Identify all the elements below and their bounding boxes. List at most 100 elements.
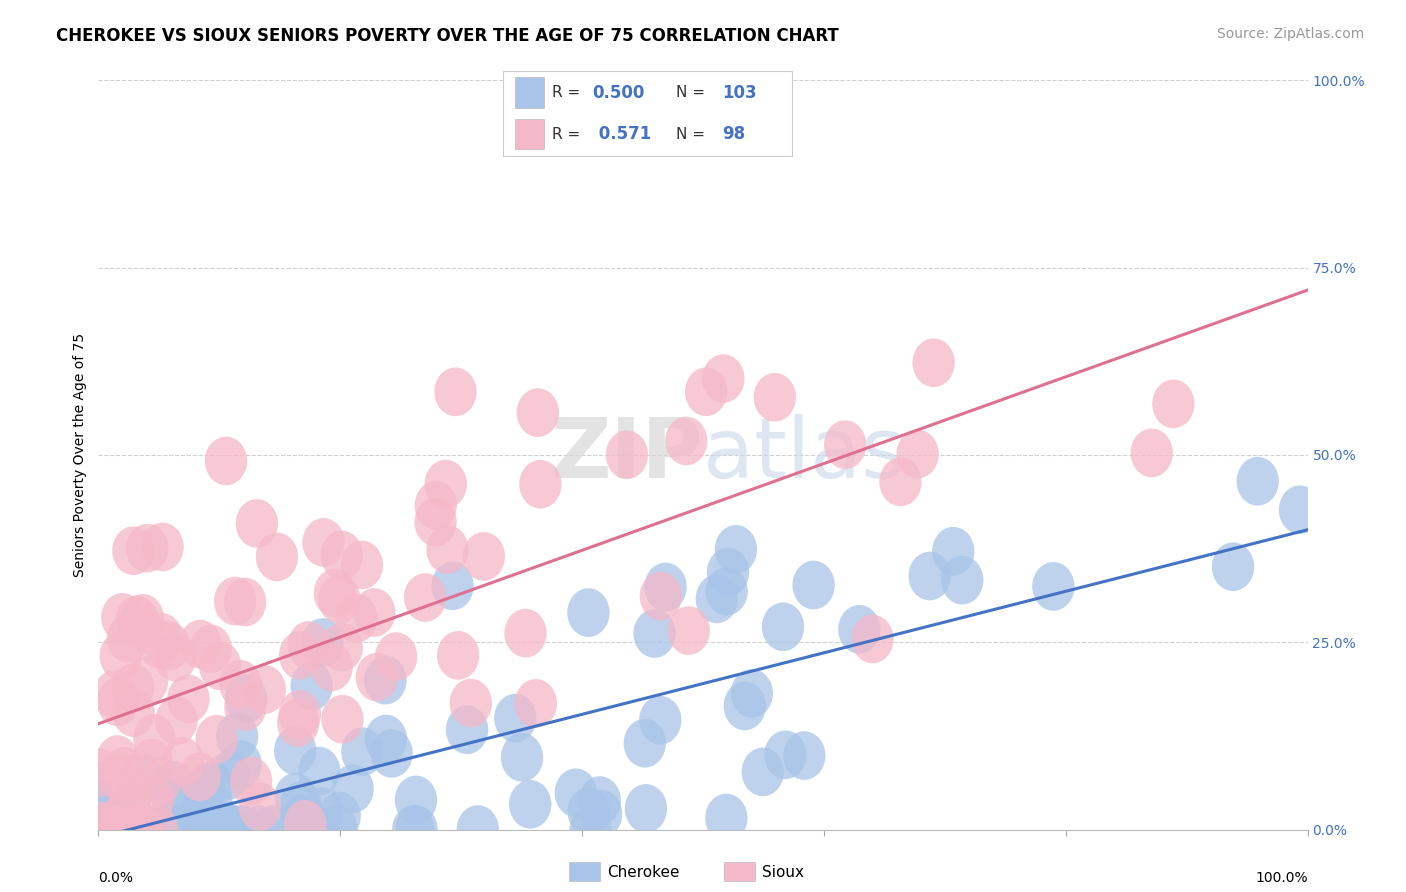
Ellipse shape bbox=[243, 665, 285, 714]
Ellipse shape bbox=[606, 430, 648, 479]
Ellipse shape bbox=[793, 561, 835, 609]
Ellipse shape bbox=[162, 805, 204, 854]
Ellipse shape bbox=[434, 368, 477, 417]
Text: 0.500: 0.500 bbox=[593, 84, 645, 102]
Ellipse shape bbox=[155, 632, 197, 681]
Ellipse shape bbox=[342, 727, 384, 776]
Ellipse shape bbox=[197, 805, 239, 854]
Ellipse shape bbox=[318, 575, 360, 624]
Ellipse shape bbox=[446, 706, 488, 754]
Ellipse shape bbox=[114, 805, 156, 854]
Ellipse shape bbox=[1153, 379, 1195, 428]
Ellipse shape bbox=[941, 556, 983, 605]
Ellipse shape bbox=[509, 780, 551, 829]
Ellipse shape bbox=[167, 674, 209, 723]
Ellipse shape bbox=[112, 664, 155, 712]
Ellipse shape bbox=[463, 532, 505, 581]
FancyBboxPatch shape bbox=[515, 78, 544, 108]
Ellipse shape bbox=[224, 682, 267, 731]
Ellipse shape bbox=[624, 784, 666, 833]
Text: 100.0%: 100.0% bbox=[1256, 871, 1308, 885]
Text: 0.0%: 0.0% bbox=[98, 871, 134, 885]
Ellipse shape bbox=[494, 694, 537, 742]
Ellipse shape bbox=[516, 388, 560, 437]
Text: 103: 103 bbox=[723, 84, 756, 102]
Text: ZIP: ZIP bbox=[551, 415, 703, 495]
Ellipse shape bbox=[152, 774, 194, 823]
Ellipse shape bbox=[908, 551, 950, 600]
Ellipse shape bbox=[321, 623, 363, 672]
Ellipse shape bbox=[665, 417, 707, 466]
Ellipse shape bbox=[879, 458, 922, 507]
Ellipse shape bbox=[554, 768, 598, 817]
Text: N =: N = bbox=[676, 85, 710, 100]
Ellipse shape bbox=[702, 354, 745, 403]
Ellipse shape bbox=[179, 752, 221, 801]
Ellipse shape bbox=[278, 631, 322, 680]
Ellipse shape bbox=[179, 620, 221, 668]
Ellipse shape bbox=[1212, 542, 1254, 591]
Ellipse shape bbox=[191, 780, 233, 830]
Y-axis label: Seniors Poverty Over the Age of 75: Seniors Poverty Over the Age of 75 bbox=[73, 333, 87, 577]
Ellipse shape bbox=[685, 368, 727, 416]
Ellipse shape bbox=[321, 531, 363, 579]
Ellipse shape bbox=[644, 563, 686, 611]
Ellipse shape bbox=[84, 805, 127, 854]
Text: Sioux: Sioux bbox=[762, 865, 804, 880]
Ellipse shape bbox=[415, 481, 457, 530]
Ellipse shape bbox=[283, 794, 325, 843]
Ellipse shape bbox=[188, 805, 231, 854]
Text: Source: ZipAtlas.com: Source: ZipAtlas.com bbox=[1216, 27, 1364, 41]
Ellipse shape bbox=[256, 533, 298, 582]
Ellipse shape bbox=[205, 805, 247, 853]
Ellipse shape bbox=[1130, 428, 1173, 477]
Ellipse shape bbox=[640, 572, 682, 621]
Ellipse shape bbox=[104, 805, 146, 854]
Ellipse shape bbox=[148, 622, 190, 671]
Ellipse shape bbox=[1236, 457, 1279, 506]
Ellipse shape bbox=[139, 757, 181, 805]
Ellipse shape bbox=[195, 714, 238, 764]
Ellipse shape bbox=[112, 526, 155, 575]
Ellipse shape bbox=[152, 761, 194, 810]
Ellipse shape bbox=[706, 794, 748, 842]
Ellipse shape bbox=[100, 632, 142, 681]
Ellipse shape bbox=[364, 714, 408, 764]
Ellipse shape bbox=[1279, 485, 1322, 534]
Ellipse shape bbox=[315, 805, 357, 854]
Ellipse shape bbox=[568, 788, 610, 836]
Ellipse shape bbox=[131, 739, 173, 788]
Ellipse shape bbox=[731, 669, 773, 718]
Ellipse shape bbox=[162, 737, 204, 786]
Ellipse shape bbox=[183, 765, 225, 814]
Ellipse shape bbox=[108, 805, 150, 854]
Ellipse shape bbox=[239, 782, 281, 831]
Ellipse shape bbox=[82, 802, 124, 850]
Ellipse shape bbox=[912, 338, 955, 387]
Ellipse shape bbox=[224, 578, 266, 626]
Ellipse shape bbox=[80, 805, 122, 854]
Ellipse shape bbox=[157, 805, 200, 854]
Ellipse shape bbox=[274, 726, 316, 775]
Ellipse shape bbox=[714, 525, 756, 574]
Ellipse shape bbox=[425, 459, 467, 508]
Ellipse shape bbox=[100, 754, 143, 802]
Ellipse shape bbox=[77, 805, 121, 854]
Ellipse shape bbox=[278, 801, 321, 849]
Ellipse shape bbox=[118, 599, 160, 648]
Ellipse shape bbox=[375, 632, 418, 681]
Ellipse shape bbox=[128, 805, 170, 854]
Ellipse shape bbox=[932, 527, 974, 575]
Ellipse shape bbox=[707, 548, 749, 597]
Ellipse shape bbox=[567, 588, 610, 637]
Ellipse shape bbox=[432, 561, 474, 610]
Text: Cherokee: Cherokee bbox=[607, 865, 681, 880]
Ellipse shape bbox=[108, 772, 152, 821]
Ellipse shape bbox=[762, 602, 804, 651]
Ellipse shape bbox=[457, 805, 499, 854]
Ellipse shape bbox=[134, 714, 176, 763]
Ellipse shape bbox=[101, 593, 143, 641]
Ellipse shape bbox=[515, 679, 557, 728]
Ellipse shape bbox=[219, 740, 262, 789]
Ellipse shape bbox=[97, 677, 139, 726]
